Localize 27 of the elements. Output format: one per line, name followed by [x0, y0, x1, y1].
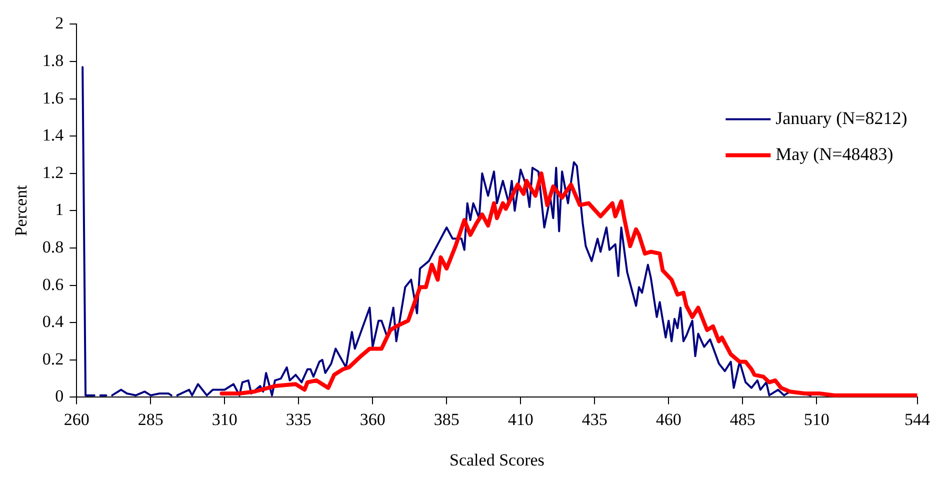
y-tick-label: 0.6: [42, 274, 64, 294]
x-tick-label: 310: [212, 410, 238, 429]
x-tick-label: 260: [64, 410, 90, 429]
y-tick-label: 0.2: [42, 349, 64, 368]
legend-label: May (N=48483): [776, 144, 894, 164]
x-tick-label: 544: [904, 410, 930, 429]
y-axis-title: Percent: [12, 184, 31, 236]
x-tick-label: 385: [434, 410, 460, 429]
x-tick-label: 460: [656, 410, 682, 429]
x-tick-label: 335: [286, 410, 312, 429]
y-tick-label: 1.2: [42, 162, 64, 182]
legend-label: January (N=8212): [776, 108, 908, 128]
x-axis-title: Scaled Scores: [450, 450, 544, 470]
y-tick-label: 1: [55, 200, 64, 220]
y-tick-label: 0.4: [42, 312, 64, 332]
y-tick-label: 0: [55, 386, 64, 406]
x-tick-label: 285: [138, 410, 164, 429]
y-tick-label: 0.8: [42, 237, 64, 256]
y-tick-label: 1.4: [42, 126, 64, 145]
x-tick-label: 360: [360, 410, 386, 429]
x-tick-label: 510: [804, 410, 830, 429]
y-tick-label: 2: [55, 14, 64, 33]
y-tick-label: 1.6: [42, 88, 64, 108]
x-tick-label: 410: [508, 410, 534, 429]
x-tick-label: 485: [730, 410, 756, 429]
x-tick-label: 435: [582, 410, 608, 429]
y-tick-label: 1.8: [42, 50, 64, 70]
